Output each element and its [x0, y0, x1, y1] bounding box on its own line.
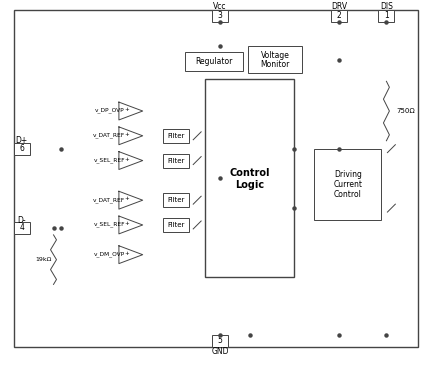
Text: Filter: Filter [168, 222, 185, 228]
Text: +: + [125, 132, 130, 137]
Bar [248, 46, 302, 73]
Text: GND: GND [211, 347, 229, 356]
Bar [163, 154, 189, 167]
Text: Control: Control [229, 169, 270, 179]
Text: Voltage: Voltage [260, 51, 289, 60]
Text: 5: 5 [218, 336, 222, 345]
Bar [331, 10, 347, 22]
Text: 750Ω: 750Ω [396, 108, 415, 114]
Bar [185, 52, 243, 71]
Text: v_DAT_REF: v_DAT_REF [93, 197, 125, 203]
Text: +: + [125, 196, 130, 201]
Text: Filter: Filter [168, 197, 185, 203]
Text: DIS: DIS [380, 3, 393, 12]
Bar [14, 222, 30, 234]
Text: 2: 2 [337, 12, 341, 20]
Bar [163, 129, 189, 143]
Text: 1: 1 [384, 12, 389, 20]
Bar [314, 149, 381, 220]
Text: Monitor: Monitor [260, 60, 289, 69]
Bar [212, 335, 228, 347]
Text: Vcc: Vcc [213, 3, 227, 12]
Text: D-: D- [17, 215, 26, 225]
Bar [14, 143, 30, 155]
Text: Current: Current [333, 180, 362, 189]
Text: Control: Control [334, 190, 362, 199]
Text: 6: 6 [19, 144, 24, 153]
Text: Driving: Driving [334, 170, 362, 179]
Bar [205, 79, 294, 278]
Text: Logic: Logic [235, 180, 264, 190]
Text: v_DP_OVP: v_DP_OVP [95, 108, 125, 113]
Text: Filter: Filter [168, 158, 185, 164]
Text: v_DAT_REF: v_DAT_REF [93, 132, 125, 138]
Text: v_SEL_REF: v_SEL_REF [93, 157, 125, 163]
Text: +: + [125, 251, 130, 256]
Text: Regulator: Regulator [195, 57, 233, 66]
Text: v_SEL_REF: v_SEL_REF [93, 222, 125, 227]
Text: D+: D+ [16, 136, 28, 145]
Text: +: + [125, 157, 130, 162]
Text: 4: 4 [19, 224, 24, 232]
Text: +: + [125, 221, 130, 226]
Text: Filter: Filter [168, 133, 185, 139]
Bar [163, 193, 189, 207]
Bar [212, 10, 228, 22]
Text: 19kΩ: 19kΩ [35, 257, 51, 262]
Text: DRV: DRV [331, 3, 347, 12]
Text: 3: 3 [218, 12, 222, 20]
Bar [378, 10, 394, 22]
Text: +: + [125, 107, 130, 112]
Text: v_DM_OVP: v_DM_OVP [94, 251, 125, 257]
Bar [163, 218, 189, 232]
